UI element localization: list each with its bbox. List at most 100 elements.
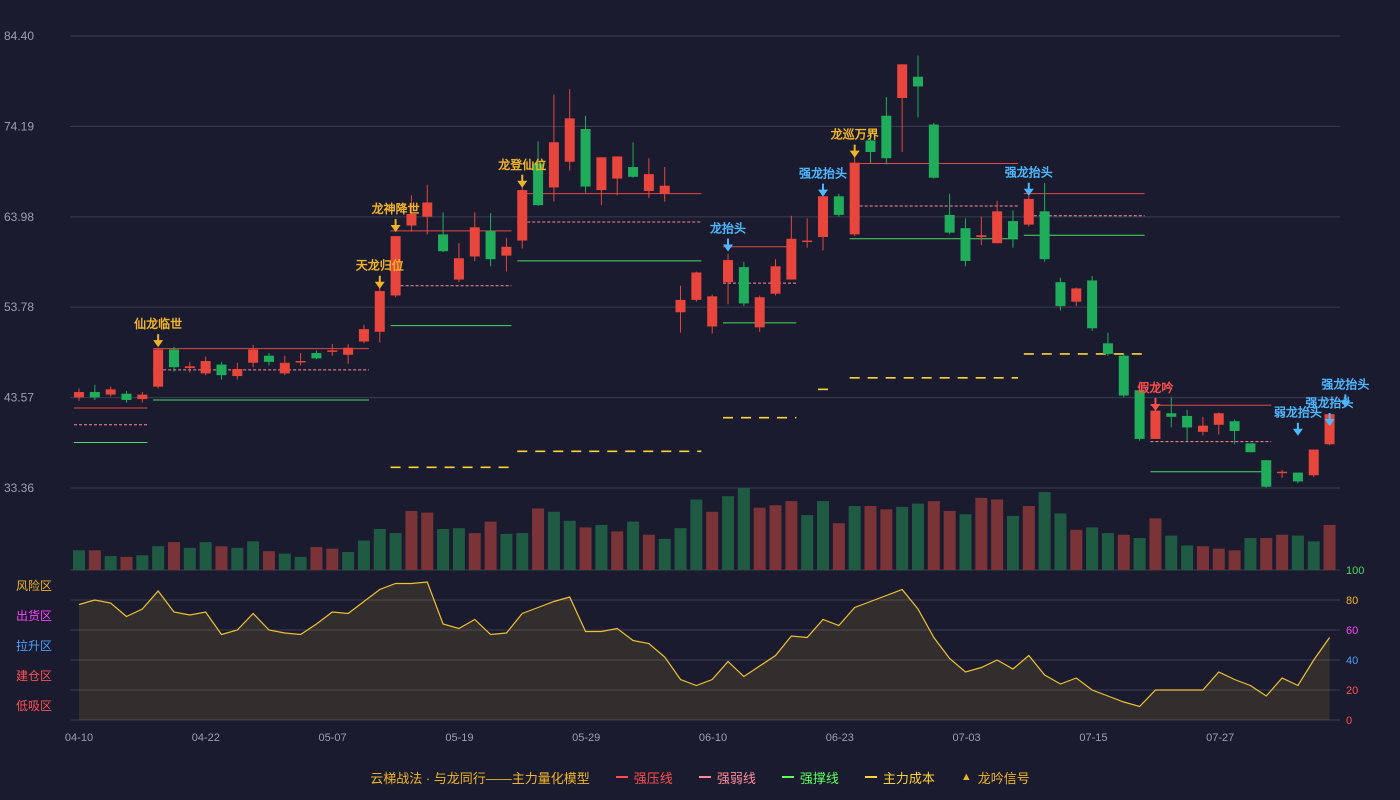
candle-body [153, 349, 164, 387]
candle-body [137, 394, 148, 400]
signal-arrow-head [517, 180, 528, 188]
candle-body [1245, 443, 1256, 453]
volume-bar [183, 547, 196, 570]
candle-body [263, 355, 274, 362]
signal-label: 龙巡万界 [831, 127, 879, 142]
volume-bar [674, 528, 687, 570]
signal-label: 仙龙临世 [134, 316, 182, 331]
candle-body [295, 361, 306, 363]
x-tick-label: 06-10 [699, 732, 727, 744]
volume-bar [927, 501, 940, 570]
volume-bar [167, 542, 180, 570]
x-tick-label: 05-19 [445, 732, 473, 744]
candle-body [168, 349, 179, 368]
y-tick-label: 53.78 [4, 300, 34, 314]
volume-bar [817, 501, 830, 570]
candle-body [707, 296, 718, 327]
candle-body [770, 266, 781, 294]
x-tick-label: 04-10 [65, 732, 93, 744]
signal-label: 龙神降世 [372, 201, 420, 216]
candle-body [406, 214, 417, 226]
candle-body [802, 240, 813, 243]
signal-arrow-head [849, 150, 860, 158]
candle-body [976, 235, 987, 238]
candle-body [1292, 472, 1303, 482]
volume-bar [437, 529, 450, 570]
candle-body [643, 174, 654, 191]
x-tick-label: 06-23 [826, 732, 854, 744]
signal-arrow-head [1150, 403, 1161, 411]
volume-bar [690, 499, 703, 570]
candle-body [1182, 415, 1193, 428]
volume-bar [737, 488, 750, 570]
candle-body [992, 211, 1003, 244]
candle-body [485, 230, 496, 260]
volume-bar [152, 546, 165, 570]
osc-y-tick-label: 80 [1346, 595, 1358, 607]
volume-bar [104, 556, 117, 570]
volume-bar [911, 503, 924, 570]
candles [74, 55, 1335, 488]
volume-bar [959, 514, 972, 570]
candle-body [1277, 471, 1288, 474]
signal-arrow-head [153, 340, 164, 348]
candle-body [74, 392, 84, 398]
signal-label: 龙登仙位 [498, 157, 546, 172]
volume-bar [642, 534, 655, 570]
legend-label: 云梯战法 · 与龙同行——主力量化模型 [370, 770, 590, 786]
volume-bar [991, 499, 1004, 570]
legend-swatch [698, 776, 711, 778]
volume-bar [1165, 535, 1178, 570]
osc-line [78, 581, 1331, 708]
volume-bar [1291, 535, 1304, 570]
volume-bar [769, 505, 782, 570]
volume-bar [405, 510, 418, 570]
volume-bar [975, 497, 988, 570]
volume-bar [864, 506, 877, 570]
osc-zone-label: 出货区 [16, 608, 52, 623]
volume-bar [231, 547, 244, 570]
candle-body [865, 140, 876, 153]
volume-bar [120, 556, 133, 570]
volume-bar [421, 512, 434, 570]
candle-body [438, 234, 449, 252]
volume-bar [1117, 534, 1130, 570]
candle-body [279, 362, 290, 374]
candle-body [833, 196, 844, 215]
volume-bar [563, 520, 576, 570]
x-tick-label: 07-15 [1079, 732, 1107, 744]
triangle-icon: ▲ [960, 771, 972, 783]
volume-bar [1038, 492, 1051, 570]
volume-bar [753, 507, 766, 570]
candle-body [1039, 211, 1050, 260]
legend-swatch [615, 776, 628, 778]
volume-bar [880, 509, 893, 570]
x-tick-label: 07-03 [953, 732, 981, 744]
candle-body [121, 393, 132, 400]
candle-body [422, 202, 433, 217]
signal-arrow-head [723, 244, 734, 252]
osc-y-tick-label: 0 [1346, 715, 1352, 727]
signal-arrow-head [1292, 428, 1303, 436]
volume-bar [342, 551, 355, 570]
volume-bar [199, 542, 212, 570]
volume-bar [357, 540, 370, 570]
candle-body [580, 128, 591, 187]
volume-bar [373, 529, 386, 570]
volume-bar [1196, 546, 1209, 570]
candle-body [691, 272, 702, 300]
candle-body [1007, 221, 1018, 239]
volume-bar [247, 541, 260, 570]
candle-body [1308, 449, 1319, 476]
volume-bar [88, 550, 101, 570]
candle-body [1118, 355, 1129, 396]
legend-item: 强压线 [615, 768, 673, 787]
legend-item: ▲ 龙吟信号 [961, 768, 1030, 787]
x-tick-label: 05-29 [572, 732, 600, 744]
candle-body [786, 238, 797, 280]
y-tick-label: 33.36 [4, 481, 34, 495]
volume-bar [896, 506, 909, 570]
candle-body [1213, 413, 1224, 425]
volume-bar [1181, 545, 1194, 570]
volume-bar [943, 510, 956, 570]
